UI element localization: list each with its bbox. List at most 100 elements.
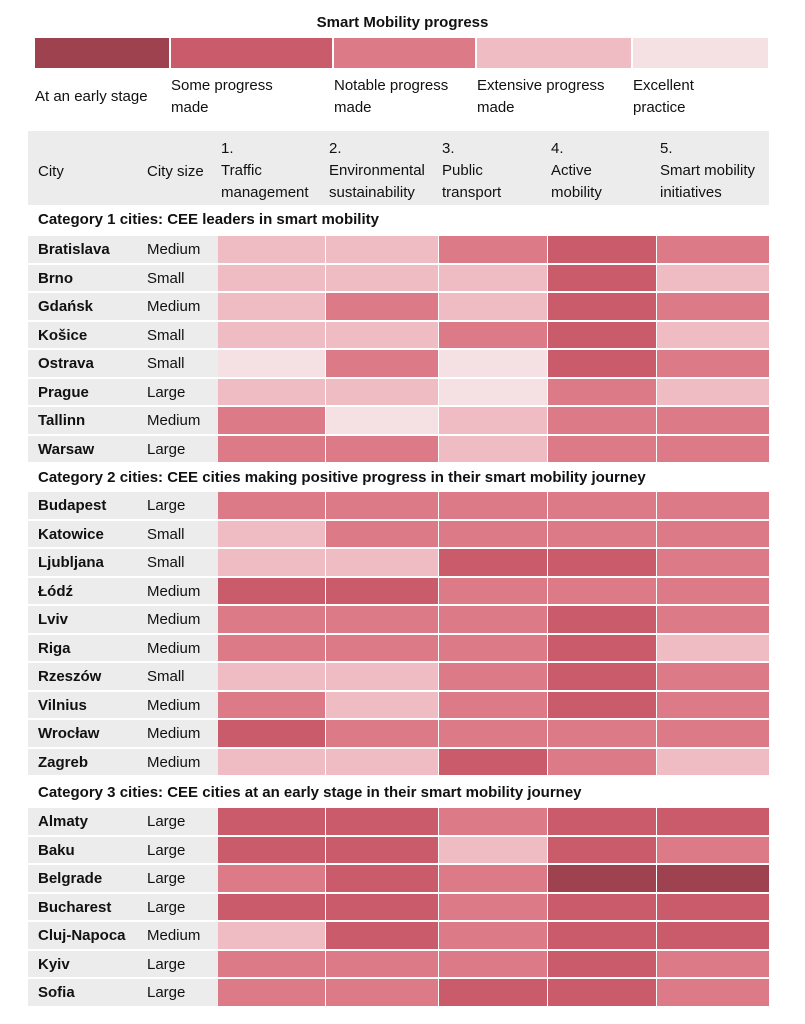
heatmap-cell <box>548 293 656 320</box>
heatmap-cell <box>218 435 325 462</box>
row-label-background <box>28 236 218 263</box>
row-label-background <box>28 435 218 462</box>
heatmap-cell <box>218 321 325 348</box>
heatmap-cell <box>439 836 547 863</box>
row-label-background <box>28 808 218 835</box>
row-label-background <box>28 606 218 633</box>
legend-swatch <box>334 38 475 68</box>
heatmap-cell <box>657 865 769 892</box>
chart-title: Smart Mobility progress <box>316 14 489 31</box>
row-label-background <box>28 407 218 434</box>
row-label-background <box>28 321 218 348</box>
heatmap-cell <box>657 634 769 661</box>
heatmap-cell <box>439 293 547 320</box>
heatmap-cell <box>326 893 438 920</box>
heatmap-cell <box>326 606 438 633</box>
heatmap-cell <box>657 979 769 1006</box>
heatmap-cell <box>439 748 547 775</box>
row-label-background <box>28 492 218 519</box>
heatmap-cell <box>657 236 769 263</box>
heatmap-cell <box>326 520 438 547</box>
heatmap-cell <box>218 577 325 604</box>
heatmap-cell <box>326 748 438 775</box>
city-name: Warsaw <box>38 440 95 458</box>
heatmap-cell <box>218 350 325 377</box>
heatmap-cell <box>439 350 547 377</box>
column-header: 1. Traffic management <box>221 140 309 201</box>
heatmap-cell <box>657 520 769 547</box>
heatmap-cell <box>326 950 438 977</box>
heatmap-cell <box>326 321 438 348</box>
city-name: Sofia <box>38 984 75 1001</box>
heatmap-cell <box>439 321 547 348</box>
heatmap-cell <box>326 378 438 405</box>
heatmap-cell <box>439 865 547 892</box>
heatmap-cell <box>548 321 656 348</box>
heatmap-cell <box>439 378 547 405</box>
heatmap-cell <box>657 663 769 690</box>
city-name: Budapest <box>38 497 107 514</box>
city-name: Ostrava <box>38 355 94 372</box>
heatmap-cell <box>326 663 438 690</box>
heatmap-cell <box>326 264 438 291</box>
heatmap-cell <box>657 549 769 576</box>
heatmap-cell <box>326 236 438 263</box>
heatmap-cell <box>657 808 769 835</box>
city-size: Small <box>147 355 185 372</box>
row-label-background <box>28 836 218 863</box>
row-label-background <box>28 577 218 604</box>
city-size: Small <box>147 326 185 344</box>
city-name: Wrocław <box>38 725 100 742</box>
city-size: Medium <box>147 582 201 600</box>
heatmap-cell <box>657 435 769 462</box>
heatmap-cell <box>548 577 656 604</box>
heatmap-cell <box>218 378 325 405</box>
legend-label: Notable progress made <box>334 77 449 116</box>
city-name: Łódź <box>38 582 73 600</box>
heatmap-cell <box>326 691 438 718</box>
heatmap-cell <box>657 577 769 604</box>
heatmap-cell <box>326 634 438 661</box>
heatmap-cell <box>218 236 325 263</box>
row-label-background <box>28 979 218 1006</box>
heatmap-cell <box>439 520 547 547</box>
heatmap-cell <box>326 407 438 434</box>
heatmap-cell <box>657 492 769 519</box>
heatmap-cell <box>218 520 325 547</box>
row-label-background <box>28 293 218 320</box>
heatmap-cell <box>218 808 325 835</box>
heatmap-cell <box>218 663 325 690</box>
heatmap-cell <box>548 893 656 920</box>
heatmap-cell <box>657 378 769 405</box>
heatmap-cell <box>548 922 656 949</box>
heatmap-cell <box>657 691 769 718</box>
legend-label: Excellent practice <box>633 77 694 116</box>
heatmap-cell <box>439 407 547 434</box>
heatmap-cell <box>439 264 547 291</box>
heatmap-cell <box>326 720 438 747</box>
heatmap-cell <box>548 520 656 547</box>
city-name: Zagreb <box>38 753 89 771</box>
city-size: Large <box>147 955 186 973</box>
legend-label: Extensive progress made <box>477 77 605 116</box>
heatmap-cell <box>326 922 438 949</box>
heatmap-cell <box>439 691 547 718</box>
heatmap-cell <box>657 293 769 320</box>
heatmap-cell <box>326 549 438 576</box>
heatmap-cell <box>439 435 547 462</box>
legend-swatch <box>477 38 631 68</box>
row-label-background <box>28 549 218 576</box>
city-size: Medium <box>147 725 201 742</box>
heatmap-cell <box>657 606 769 633</box>
city-name: Katowice <box>38 525 104 543</box>
column-header: 3. Public transport <box>442 140 502 201</box>
heatmap-cell <box>548 350 656 377</box>
city-name: Riga <box>38 639 71 657</box>
row-label-background <box>28 663 218 690</box>
heatmap-cell <box>218 748 325 775</box>
city-size: Small <box>147 269 185 287</box>
column-header: 5. Smart mobility initiatives <box>660 140 756 201</box>
city-name: Brno <box>38 269 73 287</box>
heatmap-cell <box>548 549 656 576</box>
heatmap-cell <box>439 663 547 690</box>
